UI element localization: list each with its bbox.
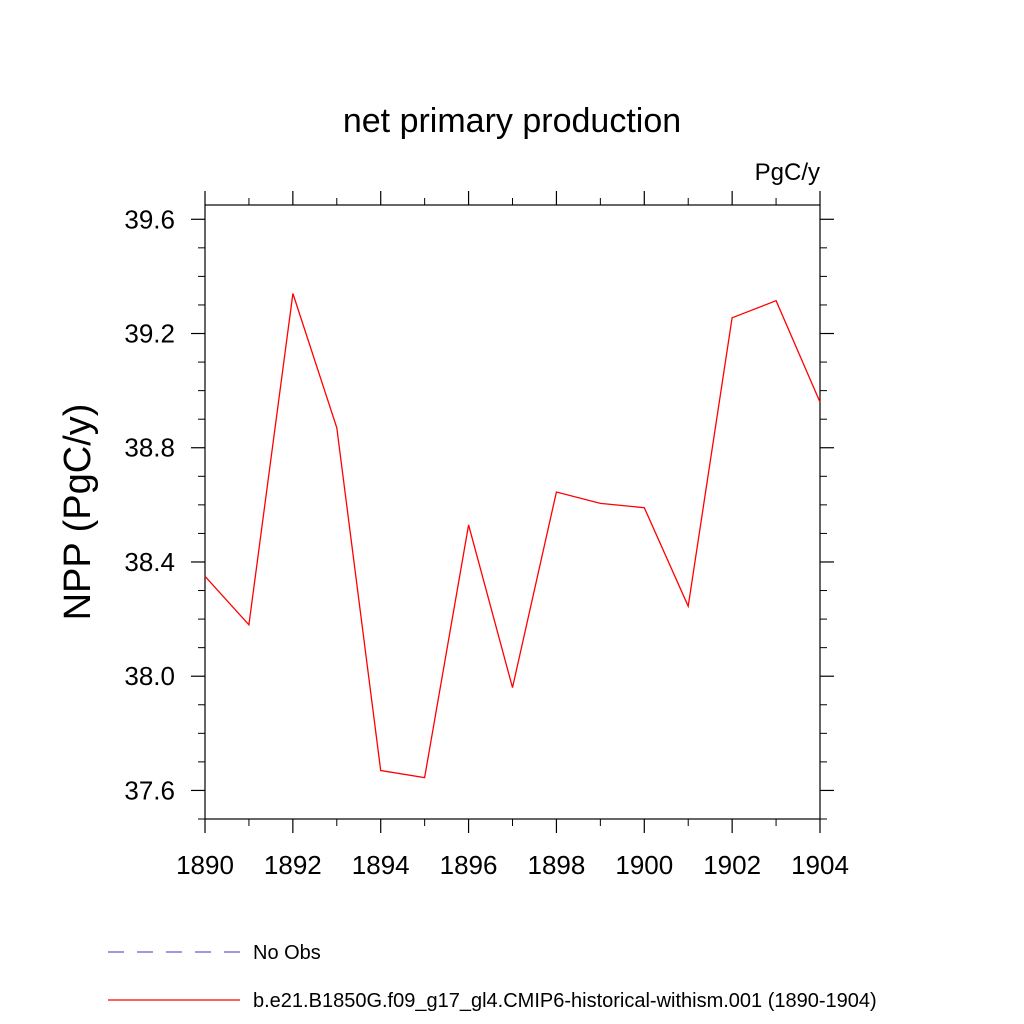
x-tick-label: 1896 bbox=[440, 850, 498, 880]
x-tick-label: 1898 bbox=[528, 850, 586, 880]
units-label: PgC/y bbox=[755, 159, 820, 186]
legend-label: b.e21.B1850G.f09_g17_gl4.CMIP6-historica… bbox=[253, 990, 877, 1012]
x-tick-label: 1894 bbox=[352, 850, 410, 880]
x-tick-label: 1892 bbox=[264, 850, 322, 880]
y-tick-label: 39.6 bbox=[124, 204, 175, 234]
plot-frame bbox=[204, 204, 821, 820]
y-tick-label: 38.4 bbox=[124, 547, 175, 577]
axis-ticks: 1890 1892 1894 1896 1898 1900 1902 1904 37.6 38.0… bbox=[124, 191, 849, 880]
legend: No Obs b.e21.B1850G.f09_g17_gl4.CMIP6-his… bbox=[108, 942, 877, 1012]
series-line bbox=[204, 293, 821, 779]
series-layer bbox=[204, 293, 821, 779]
chart-title: net primary production bbox=[343, 102, 681, 140]
legend-label: No Obs bbox=[253, 942, 321, 964]
x-tick-label: 1902 bbox=[703, 850, 761, 880]
y-tick-label: 38.8 bbox=[124, 433, 175, 463]
y-tick-label: 37.6 bbox=[124, 775, 175, 805]
x-tick-label: 1904 bbox=[791, 850, 849, 880]
y-tick-label: 38.0 bbox=[124, 661, 175, 691]
x-tick-label: 1890 bbox=[176, 850, 234, 880]
y-axis-label: NPP (PgC/y) bbox=[57, 404, 99, 621]
y-tick-label: 39.2 bbox=[124, 319, 175, 349]
x-tick-label: 1900 bbox=[615, 850, 673, 880]
